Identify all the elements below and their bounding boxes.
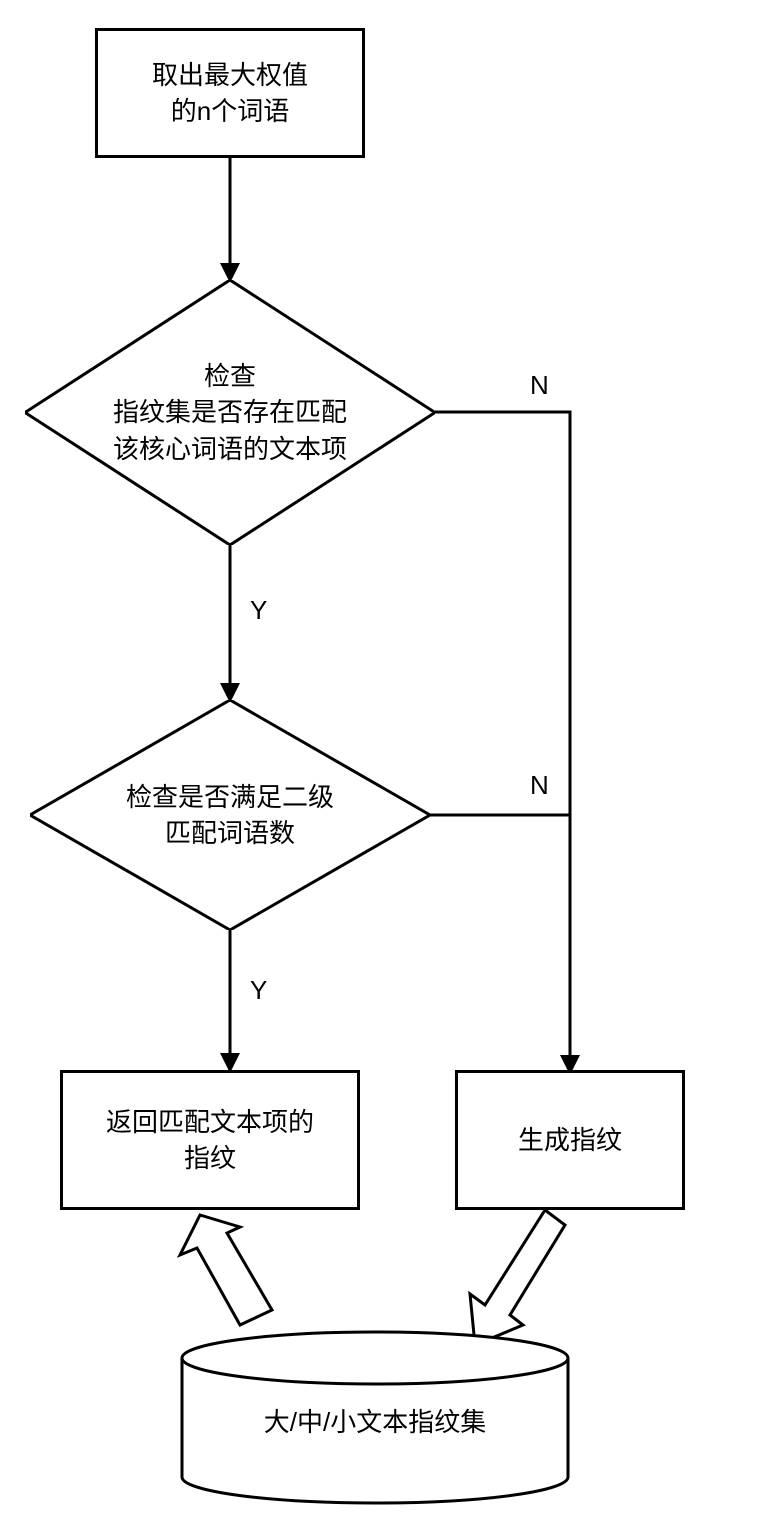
node-result-left: 返回匹配文本项的 指纹 <box>60 1070 360 1210</box>
node-result-left-line1: 返回匹配文本项的 <box>106 1107 314 1137</box>
node-check2-line1: 检查是否满足二级 <box>126 782 334 812</box>
label-check2-yes: Y <box>250 975 267 1006</box>
node-db: 大/中/小文本指纹集 <box>180 1330 570 1505</box>
node-start-line2: 的n个词语 <box>171 96 289 126</box>
flowchart-canvas: 取出最大权值 的n个词语 检查 指纹集是否存在匹配 该核心词语的文本项 Y N <box>0 0 765 1534</box>
edge-check1-no <box>435 400 585 1075</box>
edge-check2-yes <box>215 930 245 1073</box>
hollow-arrow-right <box>455 1210 575 1345</box>
node-result-right-line1: 生成指纹 <box>518 1125 622 1155</box>
node-check1-line2: 指纹集是否存在匹配 <box>113 397 347 427</box>
node-start: 取出最大权值 的n个词语 <box>95 28 365 158</box>
label-check2-no: N <box>530 770 549 801</box>
node-start-line1: 取出最大权值 <box>152 60 308 90</box>
edge-check2-no <box>430 803 575 833</box>
node-check1: 检查 指纹集是否存在匹配 该核心词语的文本项 <box>25 280 435 545</box>
node-check2: 检查是否满足二级 匹配词语数 <box>30 700 430 930</box>
node-check2-line2: 匹配词语数 <box>165 818 295 848</box>
node-result-right: 生成指纹 <box>455 1070 685 1210</box>
node-check1-line1: 检查 <box>204 361 256 391</box>
node-check1-line3: 该核心词语的文本项 <box>113 434 347 464</box>
node-result-left-line2: 指纹 <box>184 1143 236 1173</box>
edge-check1-yes <box>215 545 245 703</box>
edge-start-check1 <box>215 158 245 283</box>
label-check1-no: N <box>530 370 549 401</box>
label-check1-yes: Y <box>250 595 267 626</box>
hollow-arrow-left <box>170 1210 290 1345</box>
node-db-line1: 大/中/小文本指纹集 <box>264 1407 486 1437</box>
